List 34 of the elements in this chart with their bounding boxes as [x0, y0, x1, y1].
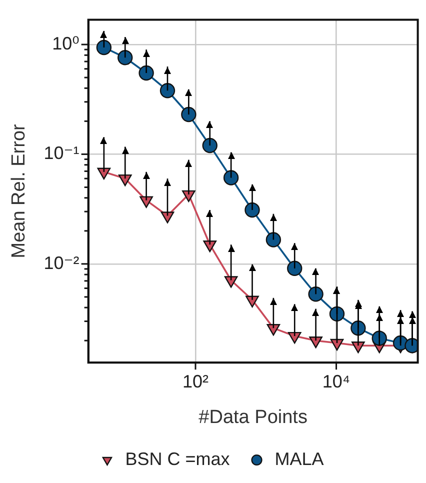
point	[266, 324, 280, 336]
point	[287, 260, 302, 276]
point	[97, 168, 111, 180]
x-axis-title: #Data Points	[198, 406, 308, 428]
legend-label: BSN C =max	[125, 448, 230, 469]
point	[246, 296, 259, 308]
point	[309, 336, 322, 348]
point	[160, 212, 174, 224]
point	[140, 196, 153, 208]
point	[330, 338, 344, 351]
x-tick-label: 10⁴	[322, 371, 350, 392]
point	[160, 83, 176, 98]
point	[244, 202, 260, 218]
point	[203, 240, 217, 252]
point	[288, 332, 302, 344]
point	[266, 232, 282, 248]
point	[202, 138, 218, 154]
point	[118, 174, 132, 186]
point	[181, 106, 196, 122]
y-tick-label: 10⁻¹	[44, 143, 80, 164]
point	[224, 276, 238, 288]
point	[96, 40, 112, 56]
point	[223, 170, 239, 186]
legend-label: MALA	[274, 448, 324, 469]
point	[182, 190, 196, 202]
point	[308, 286, 324, 302]
y-tick-label: 10⁰	[52, 33, 80, 54]
point	[352, 342, 365, 354]
point	[118, 50, 133, 66]
x-tick-label: 10²	[182, 371, 209, 392]
point	[138, 65, 154, 81]
y-tick-label: 10⁻²	[44, 252, 80, 273]
y-axis-title: Mean Rel. Error	[8, 123, 30, 258]
point	[329, 306, 345, 322]
